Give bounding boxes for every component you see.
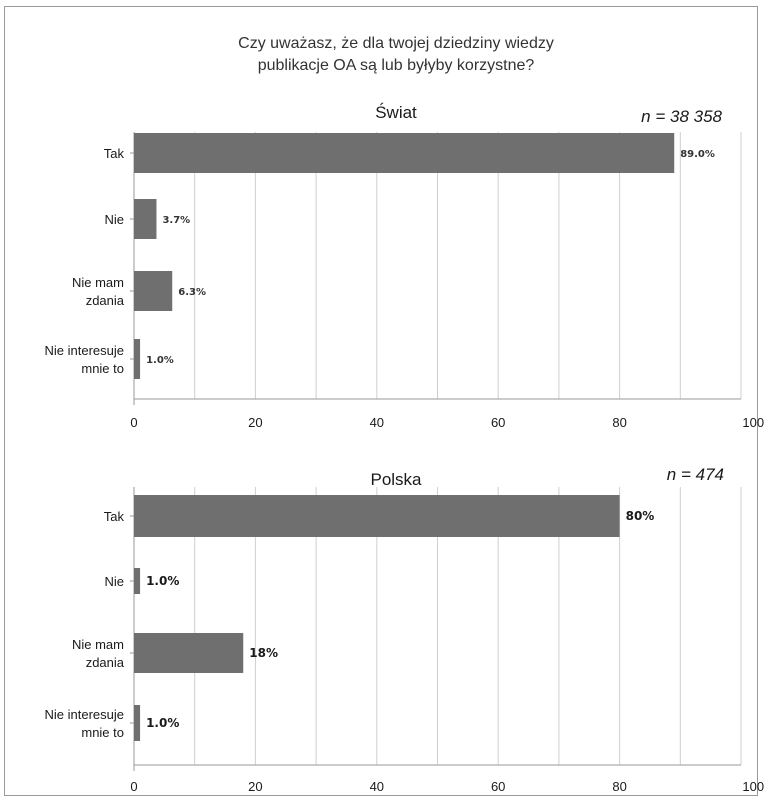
x-tick-label: 60 [491,415,505,430]
category-label: Nie interesuje [45,707,125,722]
category-label: Tak [104,509,125,524]
data-label: 1.0% [146,716,179,730]
category-label: Nie [104,212,124,227]
x-tick-label: 20 [248,415,262,430]
x-tick-label: 0 [130,415,137,430]
data-label: 80% [626,509,655,523]
x-tick-label: 40 [370,415,384,430]
category-label: Nie mam [72,275,124,290]
panel-polska: Polska n = 474 0 20 40 60 80 100% Tak 80% Nie 1.0% N… [45,465,764,794]
data-label: 3.7% [162,215,190,226]
category-label: Tak [104,146,125,161]
category-label: mnie to [81,725,124,740]
data-label: 1.0% [146,574,179,588]
category-label: Nie mam [72,637,124,652]
x-tick-label: 20 [248,779,262,794]
bar [134,705,141,741]
category-label: Nie interesuje [45,343,125,358]
x-tick-label: 40 [370,779,384,794]
bar [134,339,141,379]
x-tick-label: 80 [612,415,626,430]
data-label: 18% [249,646,278,660]
bar [134,133,675,173]
bar [134,568,141,594]
data-label: 1.0% [146,355,174,366]
category-label: mnie to [81,361,124,376]
bar [134,199,157,239]
chart-title-line-2: publikacje OA są lub byłyby korzystne? [258,57,535,74]
sample-size-label: n = 474 [667,465,724,484]
x-tick-label: 100% [742,415,764,430]
chart-title-line-1: Czy uważasz, że dla twojej dziedziny wie… [238,35,554,52]
category-label: zdania [86,293,125,308]
panel-swiat: Świat n = 38 358 0 20 40 60 80 100% Tak 89.0% Nie 3… [45,103,764,430]
sample-size-label: n = 38 358 [641,107,722,126]
x-tick-label: 100% [742,779,764,794]
panel-title: Polska [370,470,422,489]
x-tick-label: 0 [130,779,137,794]
data-label: 6.3% [178,287,206,298]
data-label: 89.0% [680,149,715,160]
x-tick-label: 60 [491,779,505,794]
panel-title: Świat [375,103,417,122]
x-tick-label: 80 [612,779,626,794]
bar [134,633,244,673]
category-label: Nie [104,574,124,589]
bar [134,271,173,311]
category-label: zdania [86,655,125,670]
bar [134,495,620,537]
